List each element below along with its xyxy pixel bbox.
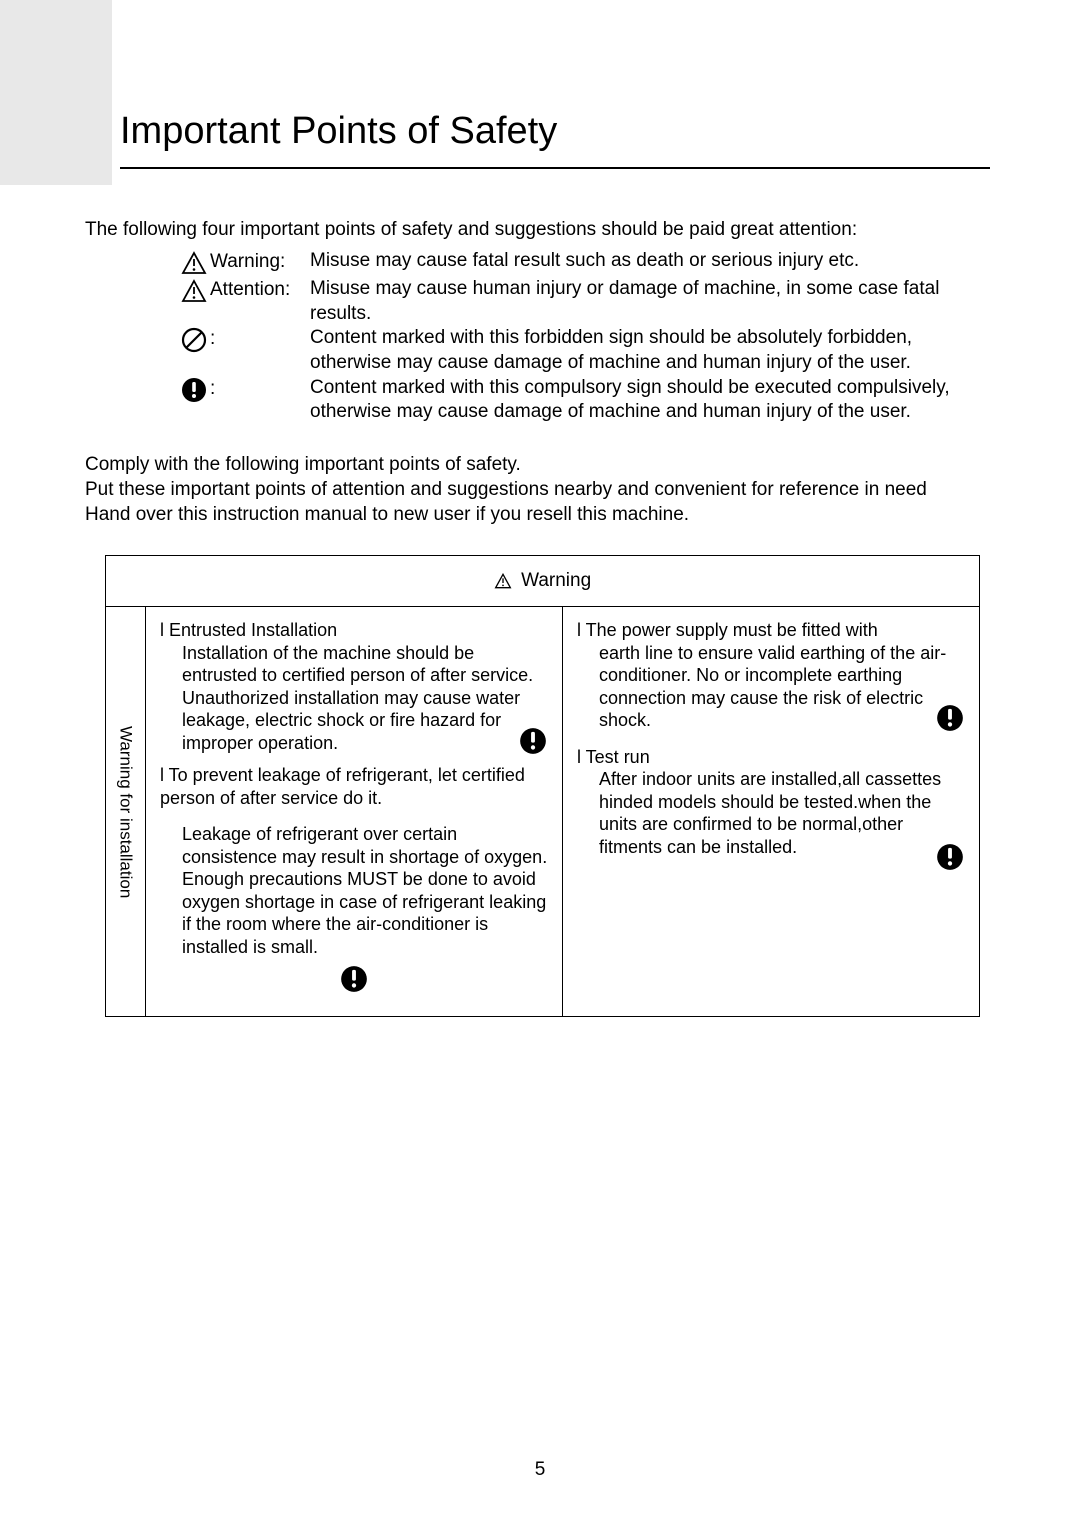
definition-text: Content marked with this forbidden sign … bbox=[310, 326, 990, 375]
warning-item: l Test run After indoor units are instal… bbox=[577, 746, 965, 859]
warning-columns: l Entrusted Installation Installation of… bbox=[146, 607, 979, 1016]
warning-triangle-icon bbox=[178, 249, 210, 277]
warning-item-title: l To prevent leakage of refrigerant, let… bbox=[160, 765, 525, 808]
warning-item: Leakage of refrigerant over certain cons… bbox=[160, 823, 548, 958]
definition-label: : bbox=[210, 376, 310, 400]
compulsory-icon bbox=[518, 726, 548, 756]
main-content: Important Points of Safety The following… bbox=[120, 110, 990, 1017]
warning-item-title: l Test run bbox=[577, 746, 965, 769]
definition-text: Misuse may cause human injury or damage … bbox=[310, 277, 990, 326]
warning-item-body: Leakage of refrigerant over certain cons… bbox=[160, 823, 548, 958]
vertical-label-cell: Warning for installation bbox=[106, 607, 146, 1016]
comply-section: Comply with the following important poin… bbox=[85, 453, 1045, 527]
definition-row: Attention: Misuse may cause human injury… bbox=[178, 277, 990, 326]
definitions-list: Warning: Misuse may cause fatal result s… bbox=[178, 249, 990, 425]
warning-box: Warning Warning for installation l Entru… bbox=[105, 555, 980, 1017]
compulsory-icon bbox=[935, 703, 965, 733]
compulsory-icon bbox=[935, 842, 965, 872]
warning-item-title: l The power supply must be fitted with bbox=[577, 619, 965, 642]
warning-item: l Entrusted Installation Installation of… bbox=[160, 619, 548, 754]
definition-text: Misuse may cause fatal result such as de… bbox=[310, 249, 990, 274]
warning-triangle-icon bbox=[178, 277, 210, 305]
vertical-label-text: Warning for installation bbox=[116, 726, 136, 898]
comply-line: Hand over this instruction manual to new… bbox=[85, 503, 1045, 528]
prohibition-icon bbox=[178, 326, 210, 354]
sidebar-gray-block bbox=[0, 0, 112, 185]
warning-left-column: l Entrusted Installation Installation of… bbox=[146, 607, 563, 1016]
definition-label: Attention: bbox=[210, 277, 310, 301]
warning-box-body: Warning for installation l Entrusted Ins… bbox=[106, 607, 979, 1016]
comply-line: Put these important points of attention … bbox=[85, 478, 1045, 503]
warning-box-header: Warning bbox=[106, 556, 979, 607]
definition-row: : Content marked with this compulsory si… bbox=[178, 376, 990, 425]
definition-label: Warning: bbox=[210, 249, 310, 273]
warning-item: l To prevent leakage of refrigerant, let… bbox=[160, 764, 548, 809]
warning-item-body: After indoor units are installed,all cas… bbox=[577, 768, 965, 858]
warning-item: l The power supply must be fitted with e… bbox=[577, 619, 965, 732]
definition-text: Content marked with this compulsory sign… bbox=[310, 376, 990, 425]
warning-right-column: l The power supply must be fitted with e… bbox=[563, 607, 979, 1016]
definition-row: : Content marked with this forbidden sig… bbox=[178, 326, 990, 375]
definition-row: Warning: Misuse may cause fatal result s… bbox=[178, 249, 990, 277]
warning-item-body: earth line to ensure valid earthing of t… bbox=[577, 642, 965, 732]
intro-text: The following four important points of s… bbox=[85, 219, 1025, 241]
definition-label: : bbox=[210, 326, 310, 350]
compulsory-icon bbox=[178, 376, 210, 404]
comply-line: Comply with the following important poin… bbox=[85, 453, 1045, 478]
warning-item-title: l Entrusted Installation bbox=[160, 619, 548, 642]
warning-box-header-text: Warning bbox=[521, 570, 591, 591]
page-title: Important Points of Safety bbox=[120, 110, 990, 169]
warning-triangle-icon bbox=[494, 573, 512, 589]
page-number: 5 bbox=[0, 1459, 1080, 1481]
warning-item-body: Installation of the machine should be en… bbox=[160, 642, 548, 755]
compulsory-icon bbox=[339, 964, 369, 994]
